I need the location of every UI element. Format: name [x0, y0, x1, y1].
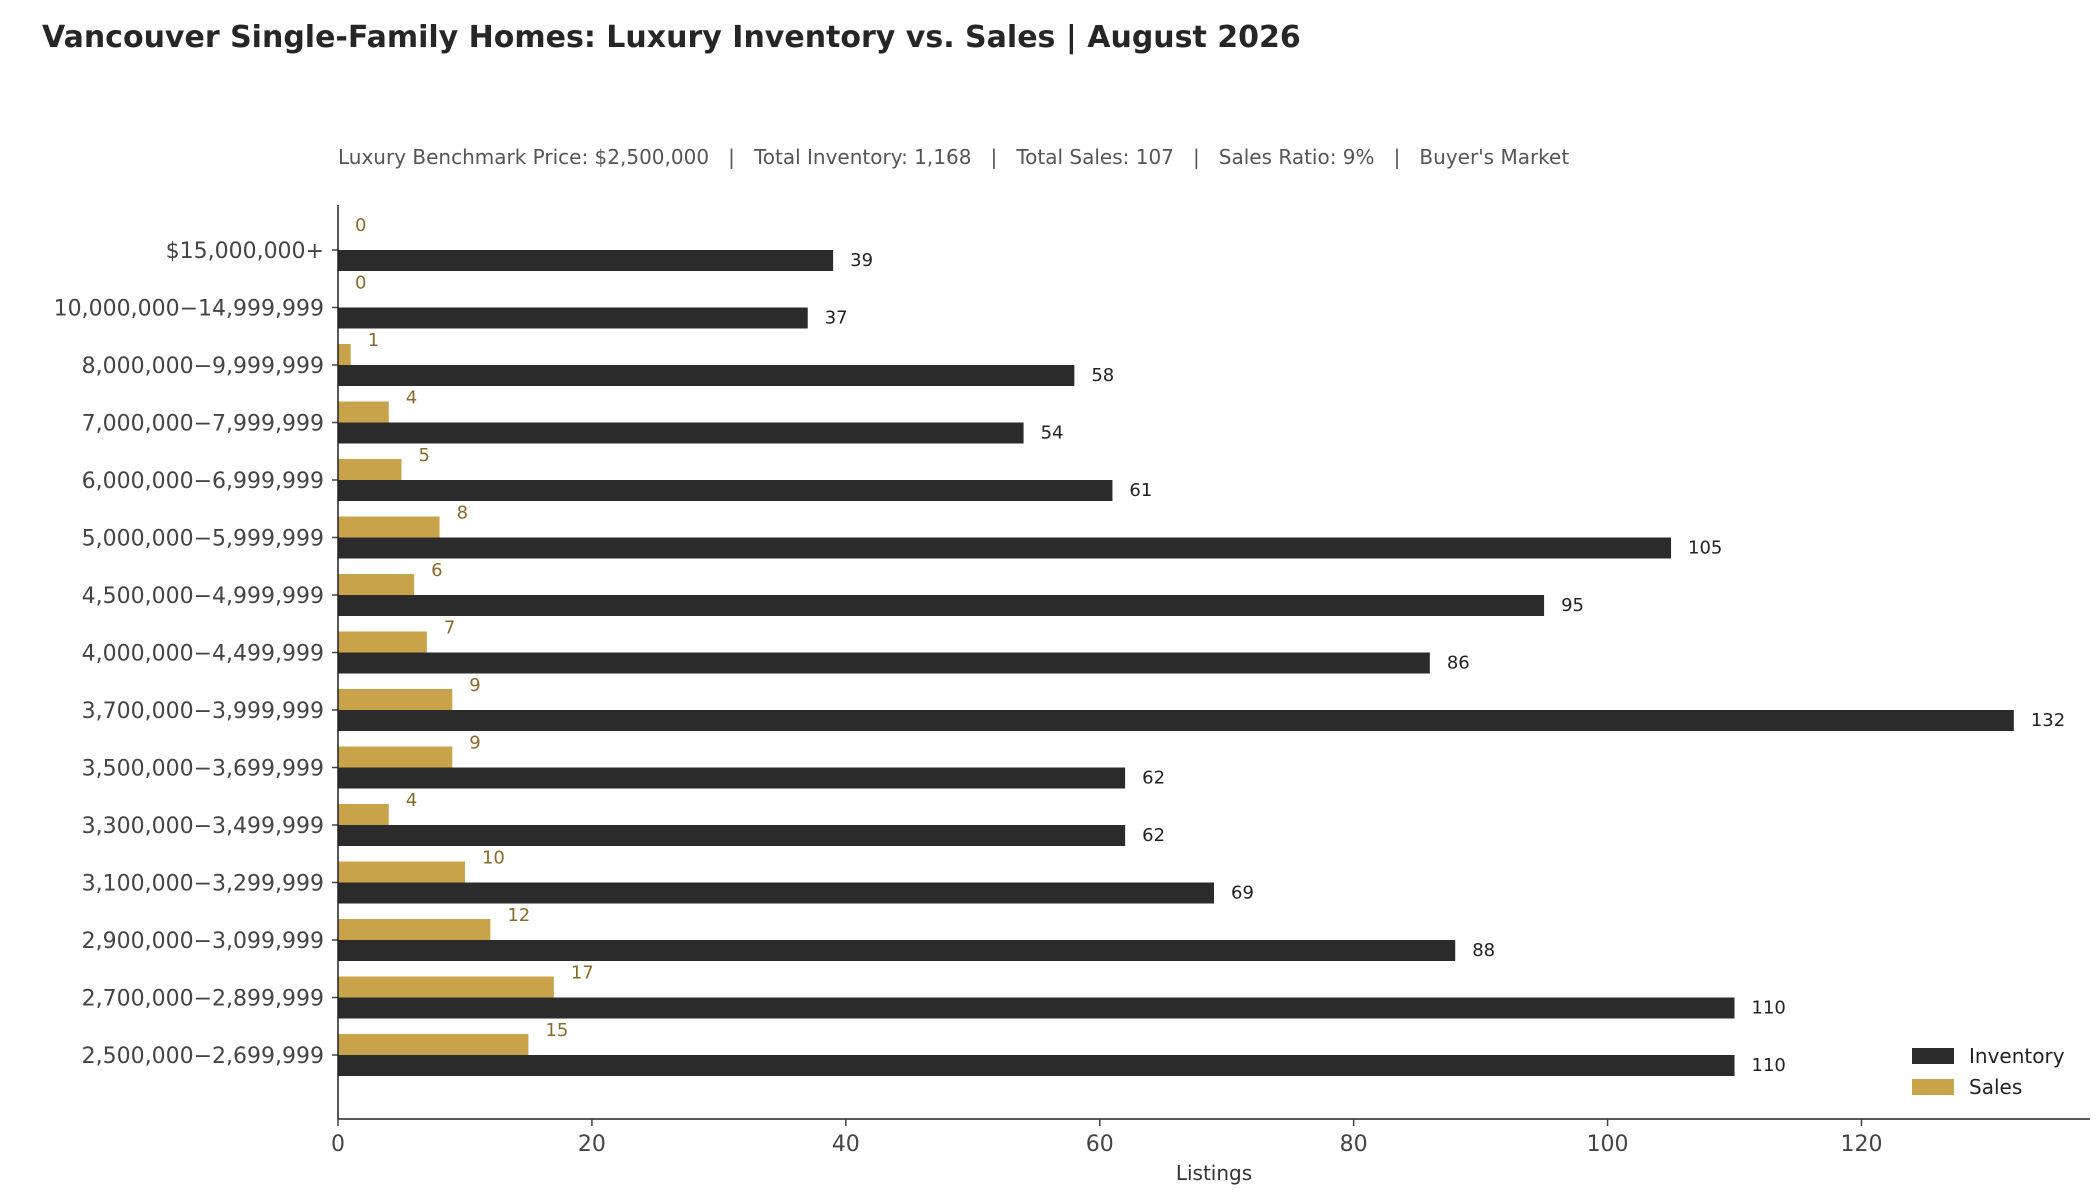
inventory-value-label: 62	[1142, 768, 1165, 789]
y-tick-label: $15,000,000+	[166, 239, 324, 264]
sales-bar	[338, 976, 554, 998]
inventory-value-label: 61	[1129, 480, 1152, 501]
sales-bar	[338, 344, 351, 365]
x-tick-label: 20	[578, 1132, 606, 1157]
y-tick-label: 6,000,000−6,999,999	[82, 469, 324, 494]
inventory-value-label: 88	[1472, 940, 1495, 961]
x-tick-label: 80	[1340, 1132, 1368, 1157]
sales-value-label: 15	[545, 1020, 568, 1041]
inventory-bar	[338, 365, 1075, 386]
inventory-value-label: 69	[1231, 883, 1254, 904]
y-tick-label: 3,100,000−3,299,999	[82, 872, 324, 897]
legend-swatch-inventory	[1912, 1048, 1954, 1064]
sales-bar	[338, 919, 491, 940]
y-tick-label: 5,000,000−5,999,999	[82, 527, 324, 552]
inventory-value-label: 37	[825, 308, 848, 329]
sales-value-label: 4	[406, 388, 417, 409]
chart-title: Vancouver Single-Family Homes: Luxury In…	[42, 20, 1301, 55]
y-tick-label: 4,500,000−4,999,999	[82, 584, 324, 609]
y-tick-label: 2,500,000−2,699,999	[82, 1044, 324, 1069]
sales-value-label: 4	[406, 790, 417, 811]
inventory-bar	[338, 825, 1126, 846]
chart-subtitle: Luxury Benchmark Price: $2,500,000 | Tot…	[338, 145, 1569, 169]
inventory-value-label: 95	[1561, 595, 1584, 616]
legend-swatch-sales	[1912, 1079, 1954, 1095]
sales-value-label: 9	[469, 733, 480, 754]
inventory-bar	[338, 710, 2014, 731]
y-tick-label: 10,000,000−14,999,999	[54, 297, 324, 322]
inventory-bar	[338, 537, 1672, 559]
inventory-bar	[338, 997, 1735, 1019]
y-tick-label: 2,700,000−2,899,999	[82, 987, 324, 1012]
sales-bar	[338, 631, 427, 653]
sales-bar	[338, 516, 440, 538]
legend-label-sales: Sales	[1969, 1075, 2022, 1099]
inventory-bar	[338, 422, 1024, 444]
y-tick-label: 4,000,000−4,499,999	[82, 642, 324, 667]
y-tick-label: 7,000,000−7,999,999	[82, 412, 324, 437]
sales-bar	[338, 401, 389, 423]
x-tick-label: 0	[331, 1132, 345, 1157]
sales-bar	[338, 861, 465, 883]
sales-bar	[338, 1034, 529, 1055]
inventory-bar	[338, 480, 1113, 501]
inventory-bar	[338, 652, 1430, 674]
x-tick-label: 100	[1587, 1132, 1629, 1157]
legend-label-inventory: Inventory	[1969, 1044, 2065, 1068]
plot-area: $15,000,000+ 0 39 10,000,000−14,999,999 0 37 8…	[54, 205, 2090, 1185]
x-tick-label: 40	[832, 1132, 860, 1157]
sales-bar	[338, 804, 389, 825]
inventory-bar	[338, 595, 1545, 616]
inventory-bar	[338, 250, 834, 271]
inventory-value-label: 105	[1688, 538, 1722, 559]
inventory-value-label: 110	[1752, 998, 1786, 1019]
inventory-value-label: 58	[1091, 365, 1114, 386]
sales-value-label: 10	[482, 848, 505, 869]
inventory-bar	[338, 940, 1456, 961]
inventory-value-label: 54	[1041, 423, 1064, 444]
x-tick-label: 120	[1840, 1132, 1882, 1157]
inventory-bar	[338, 882, 1214, 904]
x-tick-label: 60	[1086, 1132, 1114, 1157]
y-tick-label: 8,000,000−9,999,999	[82, 354, 324, 379]
sales-value-label: 8	[457, 503, 468, 524]
legend: Inventory Sales	[1912, 1044, 2065, 1099]
sales-bar	[338, 574, 415, 595]
sales-value-label: 17	[571, 963, 594, 984]
inventory-bar	[338, 307, 808, 329]
x-axis-label: Listings	[1176, 1161, 1252, 1185]
sales-bar	[338, 689, 453, 710]
sales-value-label: 7	[444, 618, 455, 639]
sales-value-label: 1	[368, 330, 379, 351]
y-tick-label: 3,300,000−3,499,999	[82, 814, 324, 839]
sales-value-label: 0	[355, 215, 366, 236]
sales-value-label: 12	[507, 905, 530, 926]
inventory-value-label: 39	[850, 250, 873, 271]
sales-value-label: 0	[355, 273, 366, 294]
inventory-bar	[338, 1055, 1735, 1076]
y-tick-label: 3,700,000−3,999,999	[82, 699, 324, 724]
inventory-value-label: 132	[2031, 710, 2065, 731]
inventory-value-label: 110	[1752, 1055, 1786, 1076]
inventory-value-label: 62	[1142, 825, 1165, 846]
sales-value-label: 9	[469, 675, 480, 696]
inventory-value-label: 86	[1447, 653, 1470, 674]
y-tick-label: 2,900,000−3,099,999	[82, 929, 324, 954]
sales-bar	[338, 746, 453, 768]
sales-value-label: 6	[431, 560, 442, 581]
sales-bar	[338, 459, 402, 480]
y-tick-label: 3,500,000−3,699,999	[82, 757, 324, 782]
sales-value-label: 5	[418, 445, 429, 466]
inventory-bar	[338, 767, 1126, 789]
